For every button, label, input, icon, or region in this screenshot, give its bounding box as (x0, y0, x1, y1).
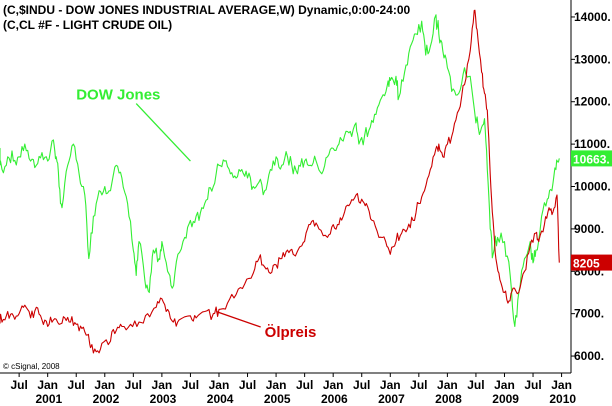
series-layer (0, 9, 560, 354)
x-tick-label-12: Jul (353, 378, 370, 392)
x-year-label-9: 2010 (549, 392, 576, 406)
header-line-2: (C,CL #F - LIGHT CRUDE OIL) (3, 18, 172, 32)
x-tick-label-19: Jan (551, 378, 572, 392)
x-tick-label-14: Jul (410, 378, 427, 392)
x-year-label-5: 2006 (321, 392, 348, 406)
x-tick-label-4: Jul (125, 378, 142, 392)
y-tick-label-5: 9000. (574, 222, 604, 236)
x-year-label-2: 2003 (150, 392, 177, 406)
y-tick-label-1: 13000. (574, 52, 611, 66)
x-tick-label-1: Jan (37, 378, 58, 392)
y-tick-label-3: 11000. (574, 137, 610, 151)
annotation-arrow-1 (215, 310, 261, 328)
series-line-0 (0, 14, 560, 327)
x-year-label-4: 2005 (264, 392, 291, 406)
x-year-label-7: 2008 (435, 392, 462, 406)
x-year-label-6: 2007 (378, 392, 405, 406)
x-tick-label-7: Jan (209, 378, 230, 392)
series-line-1 (0, 9, 560, 354)
plot-area (0, 0, 571, 373)
x-tick-label-15: Jan (437, 378, 458, 392)
x-tick-label-2: Jul (68, 378, 85, 392)
y-tick-label-2: 12000. (574, 95, 611, 109)
annotation-layer: DOW Jones Ölpreis (76, 87, 316, 341)
last-value-label-1: 8205 (573, 257, 600, 271)
x-year-label-0: 2001 (35, 392, 62, 406)
x-tick-label-18: Jul (524, 378, 541, 392)
y-axis: 14000.13000.12000.11000.10000.9000.8000.… (571, 10, 611, 363)
x-year-label-1: 2002 (93, 392, 120, 406)
y-tick-label-7: 7000. (574, 307, 604, 321)
last-value-label-0: 10663. (573, 152, 610, 166)
x-axis: Jul Jan Jul Jan Jul Jan Jul Jan Jul Jan Jul Jan Jul J… (10, 373, 576, 406)
x-year-label-8: 2009 (492, 392, 519, 406)
last-value-box-0 (571, 150, 612, 167)
annotation-label-0: DOW Jones (76, 87, 160, 104)
last-value-box-1 (571, 254, 612, 271)
x-tick-label-6: Jul (182, 378, 199, 392)
x-tick-label-16: Jul (467, 378, 484, 392)
last-value-labels: 10663. 8205 (571, 150, 612, 271)
x-tick-label-0: Jul (10, 378, 27, 392)
x-tick-label-10: Jul (296, 378, 313, 392)
x-tick-label-9: Jan (266, 378, 287, 392)
copyright-note: © cSignal, 2008 (3, 362, 60, 371)
x-tick-label-8: Jul (239, 378, 256, 392)
x-tick-label-5: Jan (152, 378, 173, 392)
y-tick-label-8: 6000. (574, 349, 604, 363)
x-tick-label-17: Jan (494, 378, 515, 392)
y-tick-label-4: 10000. (574, 180, 611, 194)
annotation-arrow-0 (135, 103, 191, 162)
header-line-1: (C,$INDU - DOW JONES INDUSTRIAL AVERAGE,… (3, 3, 411, 17)
x-tick-label-13: Jan (380, 378, 401, 392)
x-tick-label-11: Jan (323, 378, 344, 392)
y-tick-label-0: 14000. (574, 10, 611, 24)
x-year-label-3: 2004 (207, 392, 234, 406)
x-tick-label-3: Jan (94, 378, 115, 392)
annotation-label-1: Ölpreis (265, 324, 317, 341)
